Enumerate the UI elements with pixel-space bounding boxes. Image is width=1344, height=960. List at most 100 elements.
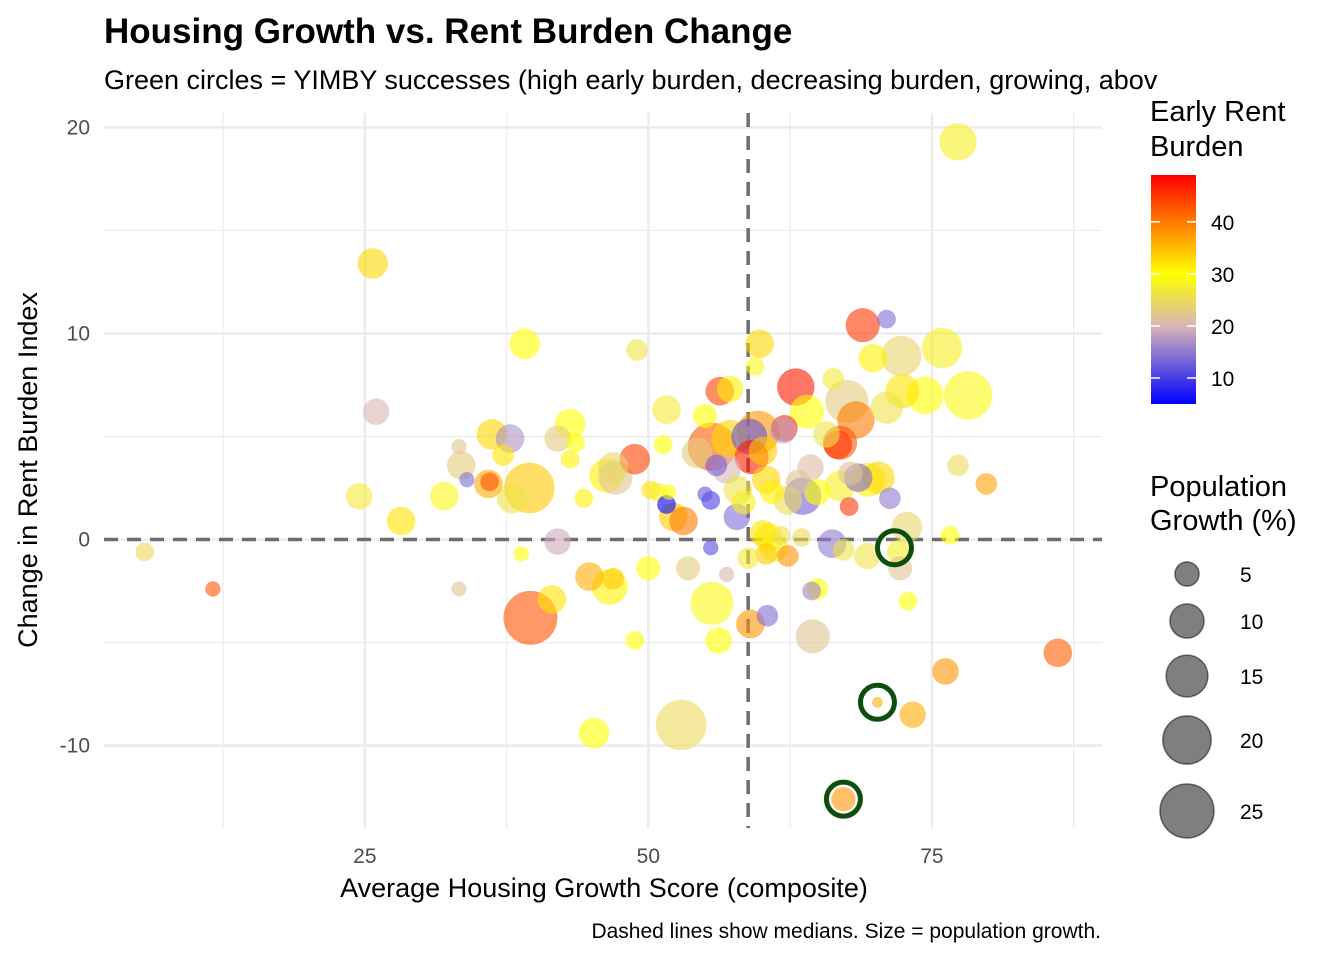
data-point xyxy=(513,546,529,562)
size-legend-circle xyxy=(1162,715,1212,765)
data-point xyxy=(602,567,625,590)
data-point xyxy=(975,473,998,495)
data-point xyxy=(785,469,811,494)
chart-title: Housing Growth vs. Rent Burden Change xyxy=(104,12,792,51)
data-point xyxy=(669,506,698,536)
y-tick-label: -10 xyxy=(60,735,90,758)
size-legend-circle xyxy=(1169,603,1205,639)
data-point xyxy=(657,495,676,514)
data-point xyxy=(899,701,926,728)
x-tick-label: 75 xyxy=(920,845,943,868)
size-legend-items: 5 10 15 20 25 xyxy=(1159,561,1263,839)
data-point xyxy=(749,520,777,547)
data-point xyxy=(597,452,629,483)
data-point xyxy=(745,357,765,376)
data-point xyxy=(135,542,155,562)
data-point xyxy=(459,472,475,488)
data-point xyxy=(756,604,779,627)
data-point xyxy=(831,787,856,812)
data-point xyxy=(795,619,830,654)
data-point xyxy=(940,526,960,545)
x-tick-label: 50 xyxy=(637,845,660,868)
size-legend-circle xyxy=(1174,561,1200,587)
data-point xyxy=(921,327,963,369)
data-point xyxy=(845,308,880,343)
data-point xyxy=(692,403,718,428)
data-point xyxy=(496,483,528,514)
color-legend-tick-label: 30 xyxy=(1211,264,1234,287)
data-point xyxy=(858,343,888,373)
data-point xyxy=(661,484,677,500)
data-point xyxy=(681,437,713,469)
y-axis-title: Change in Rent Burden Index xyxy=(13,292,43,648)
data-point xyxy=(748,436,778,466)
color-legend: Early Rent Burden 10 20 30 40 xyxy=(1150,96,1285,404)
data-point xyxy=(566,433,586,453)
size-legend-label: 20 xyxy=(1240,730,1263,753)
data-point xyxy=(1043,638,1073,668)
data-point xyxy=(697,486,713,502)
size-legend-label: 25 xyxy=(1240,801,1263,824)
data-point xyxy=(944,371,993,420)
size-legend-circle xyxy=(1165,654,1209,698)
color-legend-title-line-2: Burden xyxy=(1150,131,1244,163)
highlight-ring xyxy=(823,779,863,819)
data-point xyxy=(386,506,416,536)
color-legend-ticks: 10 20 30 40 xyxy=(1151,212,1234,391)
size-legend-title-line-1: Population xyxy=(1150,471,1287,503)
data-point xyxy=(636,556,661,581)
data-point xyxy=(362,398,390,426)
y-tick-label: 20 xyxy=(67,116,90,139)
data-point xyxy=(509,328,541,360)
data-point xyxy=(745,329,774,359)
data-point xyxy=(544,425,571,452)
chart-caption: Dashed lines show medians. Size = popula… xyxy=(591,920,1101,943)
highlight-ring xyxy=(857,682,897,722)
data-point xyxy=(492,444,514,466)
data-point xyxy=(451,581,467,597)
data-point xyxy=(777,545,799,567)
data-point xyxy=(655,699,707,751)
data-point xyxy=(626,339,648,361)
data-point xyxy=(345,483,373,510)
data-point xyxy=(770,417,797,444)
data-point xyxy=(932,658,959,685)
data-point xyxy=(625,631,645,650)
data-point xyxy=(939,123,977,161)
data-point xyxy=(872,696,883,708)
data-point xyxy=(771,526,791,545)
data-point xyxy=(804,478,831,506)
data-point xyxy=(653,435,673,455)
data-point xyxy=(574,488,594,508)
data-point xyxy=(947,454,969,477)
data-point xyxy=(832,539,855,561)
data-point xyxy=(205,581,221,597)
size-legend-label: 10 xyxy=(1240,611,1263,634)
data-point xyxy=(891,511,923,543)
data-point xyxy=(862,461,895,494)
yimby-highlights xyxy=(823,528,914,819)
y-tick-label: 0 xyxy=(78,529,90,552)
chart-subtitle: Green circles = YIMBY successes (high ea… xyxy=(104,65,1158,95)
data-point xyxy=(877,309,896,329)
data-point xyxy=(854,542,881,570)
data-point xyxy=(839,497,859,516)
data-point xyxy=(451,439,467,455)
y-tick-label: 10 xyxy=(67,322,90,345)
data-point xyxy=(705,454,728,477)
data-point xyxy=(802,581,822,601)
data-point xyxy=(690,581,734,626)
data-point xyxy=(731,490,756,515)
color-legend-bar xyxy=(1151,175,1196,404)
size-legend: Population Growth (%) 5 10 15 20 25 xyxy=(1150,471,1297,839)
data-point xyxy=(480,472,499,492)
data-point xyxy=(716,375,744,403)
axis-ticks: 25 50 75 -10 0 10 20 xyxy=(60,116,944,868)
size-legend-title-line-2: Growth (%) xyxy=(1150,505,1297,537)
data-points xyxy=(135,123,1073,812)
color-legend-tick-label: 10 xyxy=(1211,368,1234,391)
size-legend-circle xyxy=(1159,783,1215,839)
data-point xyxy=(790,394,825,429)
data-point xyxy=(675,556,701,581)
